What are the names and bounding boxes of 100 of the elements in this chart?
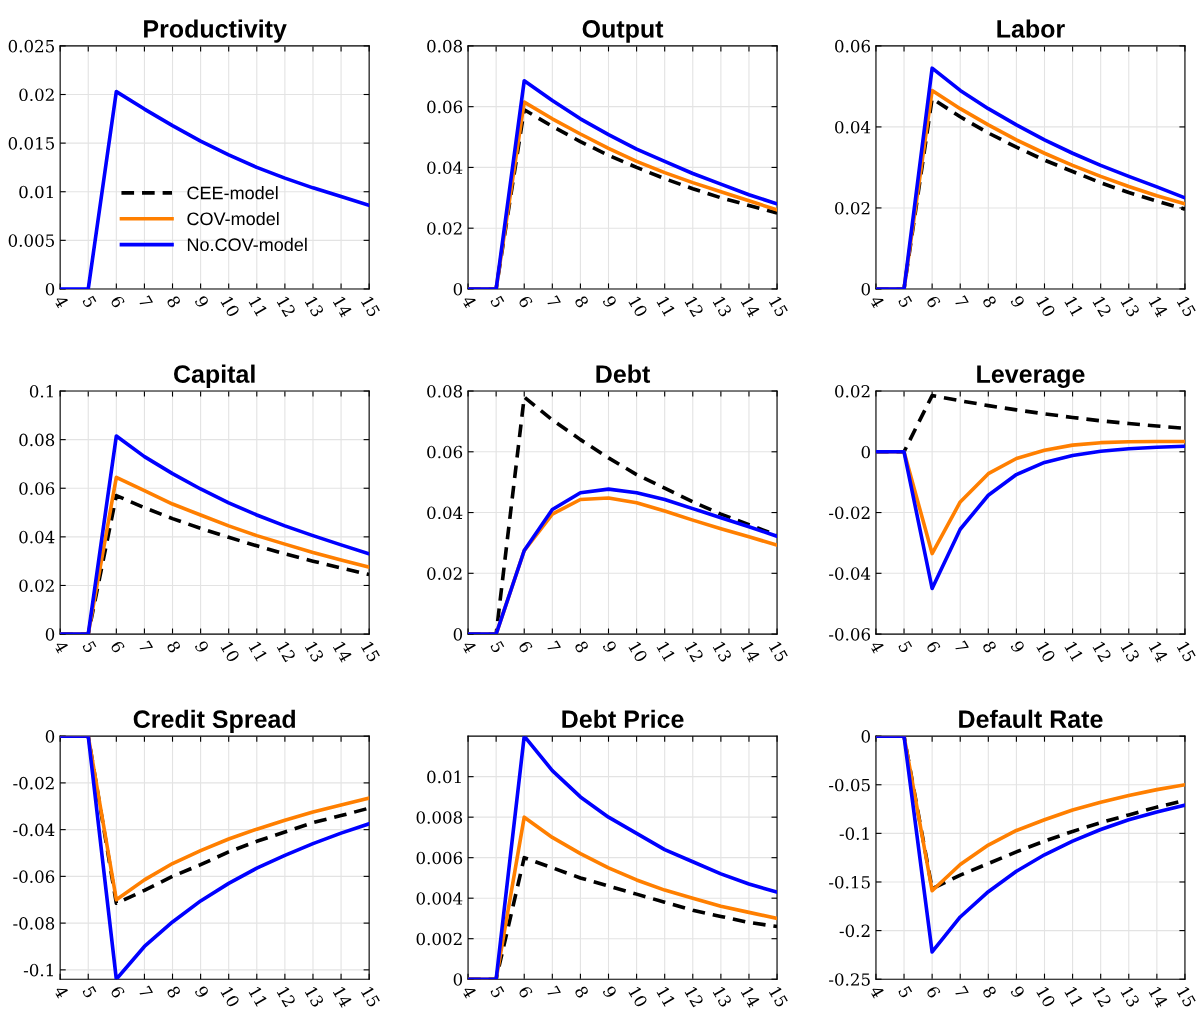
y-tick-label: -0.06 [829, 628, 871, 641]
y-tick-label: -0.1 [23, 963, 53, 977]
x-tick-label: 8 [982, 640, 998, 654]
line-series [60, 736, 370, 980]
y-tick-label: -0.15 [829, 875, 870, 889]
line-series [468, 736, 778, 980]
x-tick-label: 5 [897, 295, 913, 309]
x-tick-label: 15 [360, 985, 381, 1008]
x-tick-label: 12 [684, 985, 704, 1008]
x-tick-label: 13 [304, 985, 325, 1008]
x-tick-label: 13 [1120, 640, 1141, 663]
x-tick-label: 4 [869, 639, 885, 654]
x-tick-label: 11 [1064, 295, 1084, 317]
y-tick-label: 0.06 [835, 39, 871, 53]
x-tick-label: 4 [53, 639, 70, 654]
x-tick-label: 6 [925, 640, 941, 654]
x-tick-label: 14 [1148, 985, 1169, 1009]
x-tick-label: 8 [982, 294, 998, 309]
y-tick-label: 0.08 [19, 433, 55, 447]
x-tick-label: 4 [461, 639, 478, 654]
y-tick-label: 0.02 [19, 88, 54, 102]
x-tick-label: 13 [712, 640, 733, 663]
line-series [875, 444, 1185, 591]
y-tick-label: 0.008 [416, 811, 463, 824]
x-tick-label: 9 [602, 639, 618, 654]
x-tick-label: 5 [82, 985, 97, 999]
y-tick-label: 0 [45, 628, 55, 641]
x-tick-label: 5 [490, 295, 505, 309]
y-tick-label: 0.06 [427, 445, 463, 459]
x-tick-label: 10 [1036, 640, 1056, 663]
x-tick-label: 8 [166, 640, 182, 654]
y-tick-label: 0.06 [427, 100, 463, 114]
x-tick-label: 14 [740, 295, 761, 318]
y-tick-label: 0.1 [29, 384, 53, 398]
x-tick-label: 11 [248, 640, 268, 662]
x-tick-label: 13 [1120, 985, 1141, 1008]
y-tick-label: 0.01 [427, 770, 461, 784]
x-tick-label: 9 [1010, 985, 1026, 999]
x-tick-label: 12 [1092, 295, 1112, 318]
y-tick-label: 0 [453, 282, 463, 296]
chart-title: Output [582, 20, 664, 43]
x-tick-label: 11 [1064, 985, 1084, 1007]
x-tick-label: 11 [656, 295, 676, 317]
x-tick-label: 15 [1176, 640, 1197, 663]
chart-title: Credit Spread [133, 709, 295, 734]
x-tick-label: 10 [220, 985, 241, 1008]
y-tick-label: 0 [453, 973, 463, 986]
y-tick-label: -0.02 [829, 506, 870, 520]
x-tick-label: 14 [740, 640, 761, 663]
x-tick-label: 15 [360, 640, 381, 663]
x-tick-label: 6 [517, 294, 534, 309]
x-tick-label: 15 [1176, 295, 1197, 318]
x-tick-label: 15 [768, 985, 789, 1008]
x-tick-label: 14 [332, 985, 353, 1009]
x-tick-label: 8 [574, 294, 590, 309]
x-tick-label: 13 [712, 985, 733, 1008]
x-tick-label: 13 [304, 640, 325, 663]
x-tick-label: 10 [628, 640, 649, 663]
x-tick-label: 7 [546, 295, 561, 309]
x-tick-label: 12 [684, 640, 704, 663]
x-tick-label: 4 [461, 984, 478, 999]
x-tick-label: 7 [138, 985, 154, 999]
x-tick-label: 12 [1092, 640, 1112, 663]
x-tick-label: 14 [332, 295, 353, 318]
x-tick-label: 4 [869, 984, 885, 999]
x-tick-label: 13 [1120, 295, 1141, 318]
legend-label: CEE-model [187, 186, 278, 200]
x-tick-label: 7 [138, 295, 154, 309]
y-tick-label: -0.08 [13, 917, 55, 930]
x-tick-label: 8 [982, 985, 998, 999]
x-tick-label: 6 [110, 985, 126, 999]
x-tick-label: 12 [276, 295, 297, 318]
y-tick-label: -0.05 [829, 778, 870, 792]
x-tick-label: 5 [82, 295, 97, 309]
y-tick-label: -0.04 [829, 567, 871, 580]
y-tick-label: -0.06 [13, 870, 55, 883]
x-tick-label: 7 [954, 985, 969, 999]
x-tick-label: 15 [1176, 985, 1197, 1008]
x-tick-label: 5 [897, 640, 913, 654]
x-tick-label: 12 [684, 295, 704, 318]
x-tick-label: 5 [490, 640, 505, 654]
y-tick-label: 0.02 [19, 579, 54, 593]
y-tick-label: -0.25 [829, 973, 870, 986]
x-tick-label: 12 [1092, 985, 1112, 1008]
x-tick-label: 15 [360, 295, 381, 318]
y-tick-label: -0.04 [13, 823, 55, 837]
legend-label: COV-model [187, 211, 279, 226]
y-tick-label: 0.015 [8, 137, 54, 150]
chart-title: Leverage [977, 365, 1085, 388]
y-tick-label: 0.08 [427, 384, 463, 398]
x-tick-label: 10 [628, 295, 649, 318]
y-tick-label: 0.04 [835, 120, 871, 134]
x-tick-label: 12 [276, 985, 297, 1008]
chart-title: Productivity [144, 19, 287, 43]
x-tick-label: 13 [712, 295, 733, 318]
y-tick-label: -0.2 [839, 924, 870, 938]
x-tick-label: 15 [768, 640, 789, 663]
y-tick-label: 0.04 [427, 161, 463, 174]
x-tick-label: 11 [1064, 640, 1084, 662]
x-tick-label: 11 [656, 985, 676, 1007]
